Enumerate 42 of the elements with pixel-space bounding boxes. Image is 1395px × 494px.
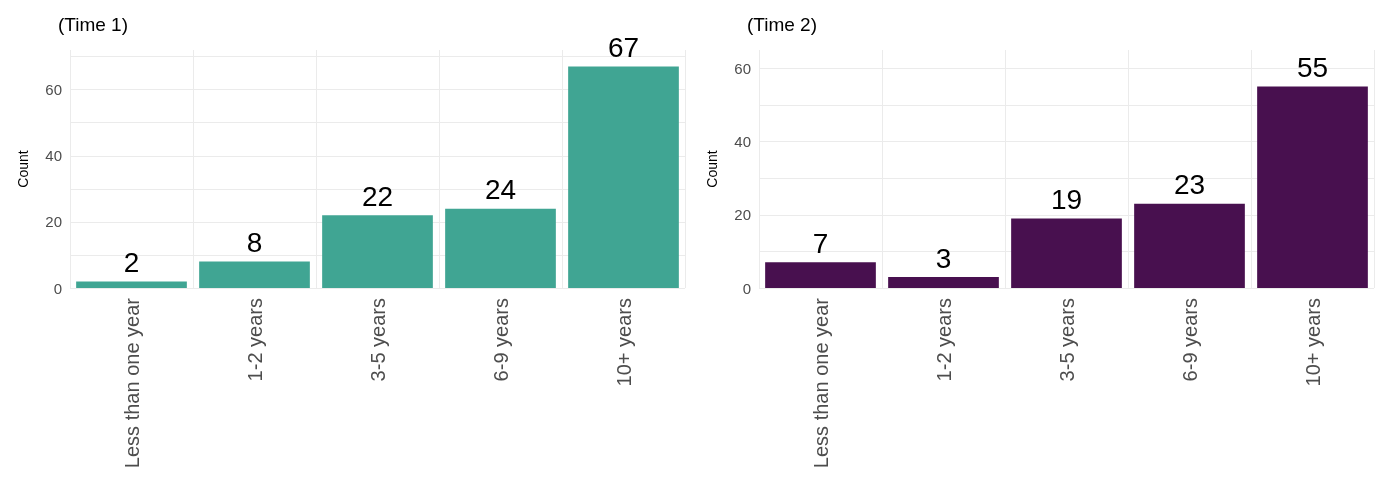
y-tick-label: 0 (742, 279, 751, 297)
x-tick-label: 3-5 years (1055, 298, 1078, 382)
y-tick-label: 20 (734, 206, 751, 224)
x-tick-label: 1-2 years (243, 298, 266, 382)
chart-title: (Time 2) (747, 14, 818, 35)
data-label: 19 (1050, 183, 1083, 215)
bar (1134, 203, 1245, 288)
x-tick-label: 1-2 years (932, 298, 955, 382)
bar (1257, 86, 1368, 288)
x-tick-label: 6-9 years (1178, 298, 1201, 382)
x-tick-label: 6-9 years (489, 298, 512, 382)
bar (445, 208, 556, 288)
x-tick-label: Less than one year (120, 297, 143, 469)
data-label: 8 (246, 227, 263, 259)
bar (568, 66, 679, 288)
y-axis-title: Count (704, 150, 720, 188)
chart-title: (Time 1) (58, 14, 129, 35)
bar (76, 281, 187, 288)
x-tick-label: 10+ years (612, 298, 635, 387)
x-tick-label: 3-5 years (366, 298, 389, 382)
data-label: 2 (123, 246, 140, 278)
bar (1011, 218, 1122, 288)
bar (765, 262, 876, 288)
bar (888, 277, 999, 288)
data-label: 22 (361, 180, 394, 212)
y-tick-label: 20 (45, 213, 62, 231)
data-label: 3 (935, 242, 952, 274)
y-tick-label: 40 (45, 147, 62, 165)
bar (322, 215, 433, 288)
y-tick-label: 60 (734, 59, 751, 77)
data-label: 24 (484, 174, 517, 206)
data-label: 7 (812, 227, 829, 259)
x-tick-label: Less than one year (809, 297, 832, 469)
data-label: 67 (607, 32, 640, 64)
x-tick-label: 10+ years (1301, 298, 1324, 387)
y-tick-label: 0 (53, 279, 62, 297)
bar (199, 261, 310, 288)
data-label: 23 (1173, 169, 1206, 201)
y-axis-title: Count (15, 150, 31, 188)
y-tick-label: 60 (45, 81, 62, 99)
data-label: 55 (1296, 52, 1329, 84)
y-tick-label: 40 (734, 133, 751, 151)
